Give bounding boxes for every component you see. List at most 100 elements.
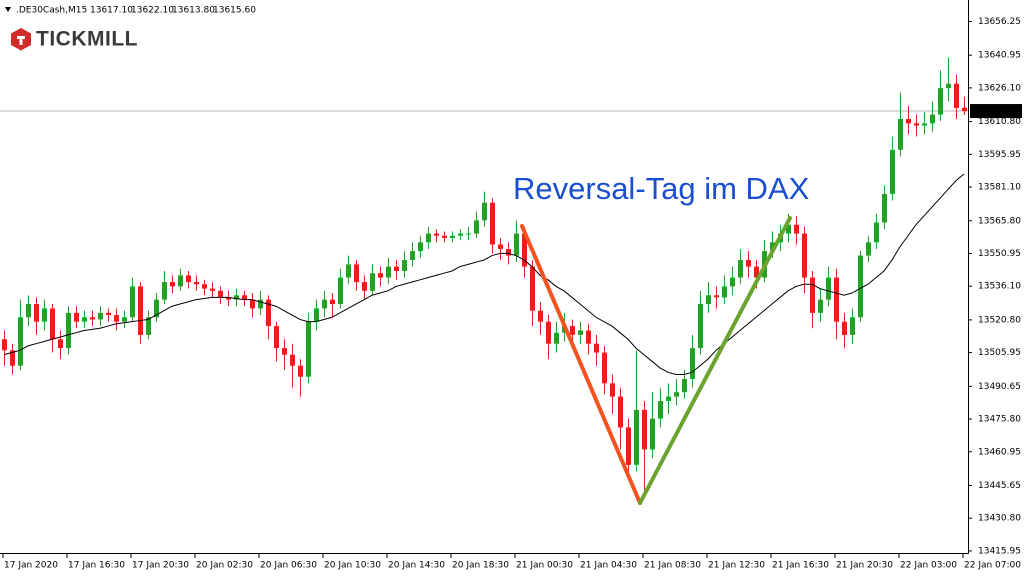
candle-body [954, 83, 959, 108]
candle-body [226, 297, 231, 300]
axes: 13656.25 13640.95 13626.10 13610.80 13595.95… [2, 17, 1022, 571]
candle-body [114, 315, 119, 322]
x-tick-label: 17 Jan 2020 [4, 561, 58, 571]
y-tick-label: 13490.65 [978, 382, 1021, 392]
candle-body [754, 266, 759, 278]
candle-body [730, 277, 735, 287]
candle-body [930, 114, 935, 124]
x-tick-label: 22 Jan 07:00 [964, 561, 1021, 571]
x-tick-label: 21 Jan 20:30 [836, 561, 893, 571]
y-tick-label: 13460.95 [978, 447, 1021, 457]
candle-body [2, 339, 7, 351]
last-price-box [970, 104, 1022, 119]
candle-body [474, 220, 479, 234]
x-tick-label: 21 Jan 04:30 [580, 561, 637, 571]
candle-body [522, 233, 527, 267]
brand-name: TICKMILL [36, 28, 138, 51]
candle-body [290, 354, 295, 366]
x-tick-label: 17 Jan 16:30 [68, 561, 125, 571]
candle-body [698, 304, 703, 349]
candle-body [18, 317, 23, 366]
x-tick-label: 21 Jan 12:30 [708, 561, 765, 571]
candle-body [386, 266, 391, 278]
candle-body [914, 123, 919, 126]
candle-body [402, 259, 407, 271]
candle-body [250, 299, 255, 309]
candle-body [834, 277, 839, 322]
candle-body [162, 282, 167, 300]
candle-body [722, 286, 727, 298]
candle-body [746, 259, 751, 267]
candle-body [738, 259, 743, 278]
y-tick-label: 13415.95 [978, 546, 1021, 556]
candle-body [434, 233, 439, 236]
candle-body [922, 123, 927, 126]
candle-body [682, 378, 687, 393]
candle-body [890, 149, 895, 194]
candle-body [418, 242, 423, 252]
x-tick-label: 21 Jan 00:30 [516, 561, 573, 571]
y-tick-label: 13430.80 [978, 514, 1021, 524]
x-tick-label: 17 Jan 20:30 [132, 561, 189, 571]
x-tick-label: 21 Jan 16:30 [772, 561, 829, 571]
candle-body [410, 251, 415, 260]
brand-logo: TICKMILL [11, 28, 138, 51]
candle-body [274, 326, 279, 349]
annotation: Reversal-Tag im DAX [513, 171, 810, 206]
candle-body [490, 202, 495, 245]
candle-body [658, 400, 663, 419]
candle-body [378, 273, 383, 278]
x-tick-label: 20 Jan 06:30 [260, 561, 317, 571]
candle-body [210, 288, 215, 291]
candle-body [898, 118, 903, 150]
candle-body [394, 266, 399, 271]
candle-body [258, 299, 263, 309]
candle-body [314, 308, 319, 322]
candle-body [10, 350, 15, 366]
candle-body [946, 83, 951, 89]
candle-body [770, 242, 775, 252]
candle-body [106, 312, 111, 316]
x-tick-label: 20 Jan 14:30 [388, 561, 445, 571]
y-tick-label: 13536.10 [978, 282, 1021, 292]
candle-body [626, 427, 631, 465]
candle-body [506, 248, 511, 256]
y-tick-label: 13520.80 [978, 315, 1021, 325]
candle-body [602, 352, 607, 384]
candle-body [202, 284, 207, 289]
y-tick-label: 13505.95 [978, 348, 1021, 358]
candle-body [90, 317, 95, 320]
candle-body [426, 233, 431, 243]
y-tick-label: 13595.95 [978, 150, 1021, 160]
candle-body [458, 233, 463, 236]
candle-body [610, 383, 615, 397]
candle-body [706, 295, 711, 305]
y-tick-label: 13475.80 [978, 415, 1021, 425]
candle-body [802, 233, 807, 278]
candle-body [242, 295, 247, 300]
candle-body [146, 317, 151, 335]
candle-body [826, 277, 831, 300]
y-tick-label: 13656.25 [978, 17, 1021, 27]
candle-body [674, 392, 679, 397]
candle-body [906, 118, 911, 124]
y-tick-label: 13445.65 [978, 481, 1021, 491]
candle-body [690, 348, 695, 379]
candle-body [34, 304, 39, 322]
candle-body [354, 264, 359, 283]
candle-body [362, 282, 367, 291]
candle-body [866, 242, 871, 256]
candle-body [498, 244, 503, 249]
header-symbol: .DE30Cash,M15 [16, 6, 87, 16]
candle-body [58, 339, 63, 349]
candle-body [138, 286, 143, 335]
candle-body [154, 299, 159, 318]
x-tick-label: 20 Jan 18:30 [452, 561, 509, 571]
logo-mark [17, 36, 25, 45]
candle-body [194, 282, 199, 285]
candle-body [714, 295, 719, 298]
candle-body [818, 299, 823, 313]
candle-body [594, 343, 599, 353]
